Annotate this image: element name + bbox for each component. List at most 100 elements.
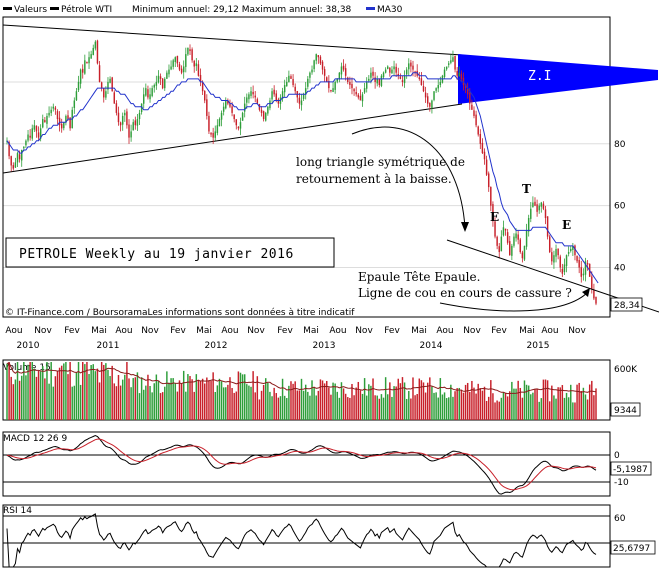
volume-bar (365, 395, 368, 420)
volume-bar (292, 383, 294, 420)
volume-bar (538, 401, 540, 420)
candle-body (63, 122, 65, 129)
candle-body (67, 115, 69, 120)
main-legend: Valeurs Pétrole WTI Minimum annuel: 29,1… (3, 4, 403, 15)
volume-bar (347, 397, 349, 420)
volume-bar (340, 382, 343, 420)
volume-bar (195, 374, 198, 420)
volume-bar (492, 393, 494, 420)
candle-body (311, 69, 313, 73)
volume-bar (359, 390, 362, 420)
candle-body (149, 94, 151, 100)
volume-bar (382, 397, 385, 420)
candle-body (225, 100, 227, 109)
candle-body (454, 55, 456, 70)
volume-bar (149, 385, 151, 420)
volume-bar (393, 386, 395, 420)
candle-body (52, 106, 55, 109)
volume-bar (580, 390, 583, 420)
candle-body (304, 88, 307, 95)
candle-body (378, 79, 381, 86)
candle-body (275, 93, 277, 101)
candle-body (357, 94, 360, 98)
candle-body (79, 69, 82, 84)
volume-panel: Volume 15 600K 9344 (2, 359, 641, 421)
volume-bar (481, 390, 484, 420)
x-year-label: 2011 (97, 341, 120, 351)
candle-body (100, 82, 103, 89)
candle-body (212, 132, 214, 138)
volume-bar (588, 384, 591, 420)
label-e-left: E (490, 210, 499, 224)
candle-body (252, 91, 254, 95)
volume-bar (111, 365, 113, 420)
candle-body (142, 94, 145, 104)
zone-zi-label: Z.I (528, 69, 551, 84)
volume-bar (199, 380, 202, 420)
candle-body (429, 102, 431, 107)
candle-body (448, 63, 450, 65)
volume-bar (475, 393, 477, 420)
candle-body (452, 57, 454, 62)
candle-body (172, 60, 174, 67)
candle-body (412, 65, 414, 70)
candle-body (500, 236, 503, 252)
volume-bar (504, 393, 507, 420)
candle-body (29, 135, 31, 138)
candle-body (88, 57, 90, 64)
candle-body (75, 91, 78, 101)
candle-body (450, 60, 452, 63)
volume-bar (469, 391, 471, 420)
volume-bar (532, 392, 534, 420)
volume-bar (307, 391, 309, 420)
candle-body (271, 91, 273, 100)
candle-body (498, 246, 500, 253)
x-tick-label: Nov (247, 326, 265, 336)
candle-body (254, 95, 256, 98)
volume-bar (178, 380, 181, 420)
volume-last-label: 9344 (614, 406, 637, 416)
candle-body (326, 77, 328, 82)
candle-body (25, 140, 27, 146)
rsi-panel-frame (2, 504, 611, 568)
volume-bar (414, 395, 416, 420)
volume-bar (546, 380, 549, 420)
candle-body (401, 80, 404, 82)
candle-body (18, 154, 21, 160)
candle-body (542, 203, 545, 209)
macd-panel: MACD 12 26 9 0 -10 -5,1987 (2, 431, 652, 497)
volume-bar (281, 378, 284, 420)
candle-body (330, 89, 332, 92)
volume-bar (6, 363, 8, 420)
candle-body (309, 72, 311, 78)
volume-bar (372, 378, 374, 420)
candle-body (563, 264, 566, 273)
candle-body (506, 232, 509, 243)
volume-panel-frame (2, 359, 611, 421)
candle-body (555, 248, 557, 257)
candle-body (294, 86, 296, 92)
candle-body (246, 97, 248, 103)
candle-body (281, 91, 284, 99)
candle-body (368, 78, 370, 81)
volume-bar (298, 390, 301, 420)
candle-body (39, 128, 42, 139)
volume-bar (65, 362, 67, 420)
candle-body (237, 126, 240, 129)
candle-body (92, 47, 94, 55)
candle-body (323, 69, 326, 76)
volume-bar (235, 391, 238, 420)
volume-bar (490, 380, 492, 420)
volume-bar (233, 392, 235, 420)
candle-body (290, 76, 292, 79)
volume-bar (73, 385, 76, 420)
volume-bar (39, 371, 42, 420)
volume-bar (269, 391, 271, 420)
candle-body (229, 103, 231, 107)
volume-bar (164, 386, 166, 420)
candle-body (31, 128, 33, 139)
volume-bar (103, 364, 105, 420)
x-year-label: 2012 (205, 341, 228, 351)
x-tick-label: Fev (384, 326, 400, 336)
volume-bar (578, 382, 580, 420)
